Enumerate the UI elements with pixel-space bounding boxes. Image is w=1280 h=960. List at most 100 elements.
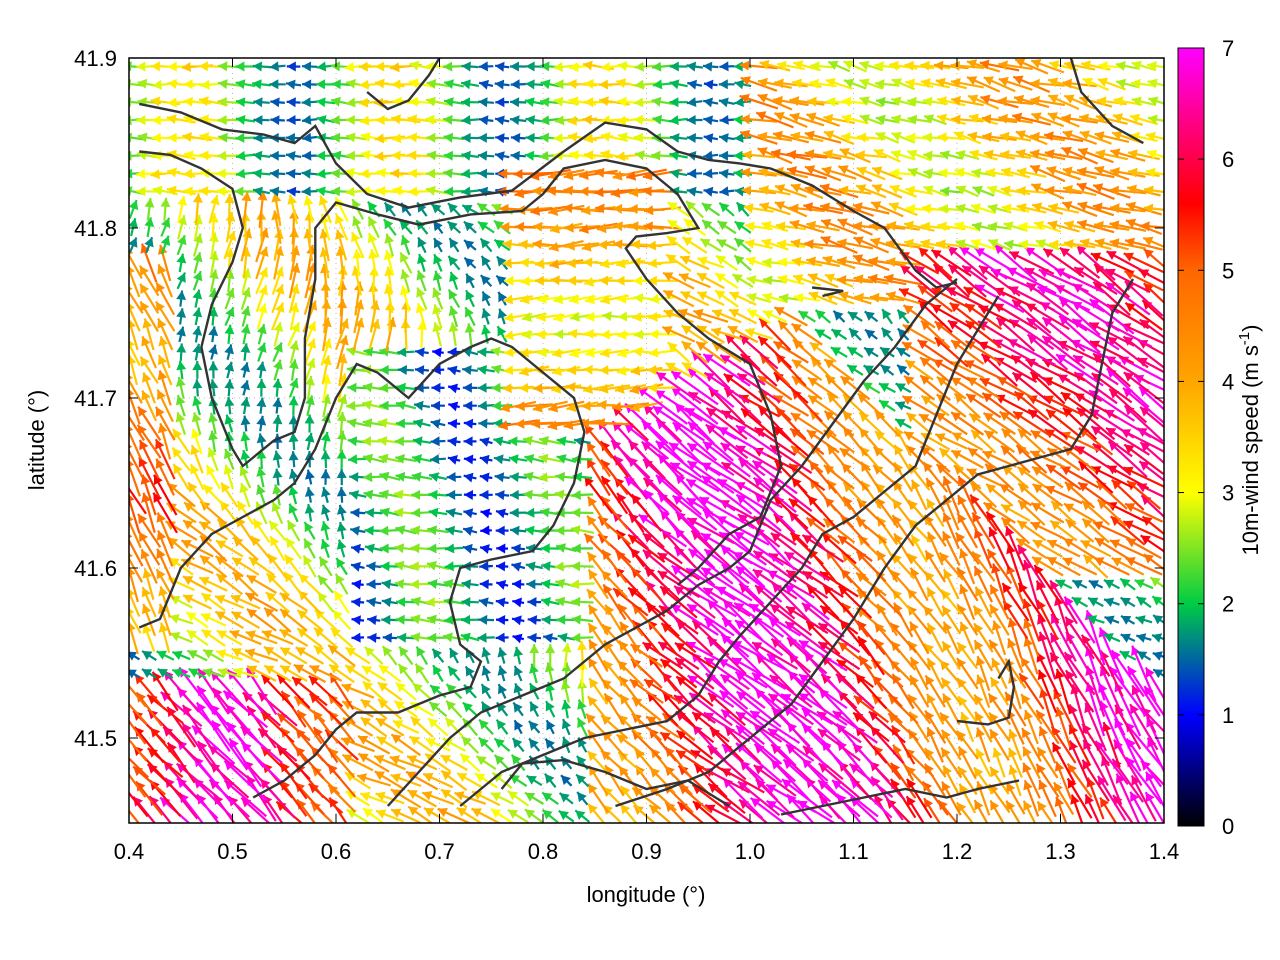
wind-arrow-head: [601, 496, 611, 507]
wind-arrow-head: [617, 329, 627, 340]
wind-arrow-head: [163, 727, 174, 737]
wind-arrow-head: [941, 677, 951, 689]
wind-arrow-head: [703, 587, 714, 597]
wind-arrow-head: [504, 347, 514, 358]
wind-arrow-head: [1007, 638, 1017, 649]
wind-arrow-head: [142, 318, 153, 329]
wind-arrow-head: [1103, 633, 1114, 643]
wind-arrow-head: [1059, 247, 1070, 258]
wind-arrow-head: [336, 487, 347, 497]
wind-arrow-head: [431, 400, 441, 411]
wind-arrow-head: [990, 584, 999, 595]
wind-arrow-head: [183, 186, 193, 197]
wind-arrow-head: [493, 436, 504, 447]
wind-arrow-head: [951, 340, 962, 350]
wind-arrow-head: [1016, 538, 1027, 548]
wind-arrow-head: [972, 185, 983, 196]
wind-arrow-head: [817, 729, 829, 739]
wind-arrow-head: [823, 149, 834, 160]
wind-arrow-head: [321, 317, 332, 328]
wind-arrow-head: [463, 400, 473, 411]
wind-arrow-head: [515, 401, 525, 412]
wind-arrow-head: [563, 170, 574, 181]
wind-arrow-shaft: [1143, 685, 1164, 718]
wind-arrow-head: [904, 238, 914, 249]
wind-arrow-head: [577, 717, 587, 729]
wind-arrow-head: [407, 132, 418, 143]
wind-arrow-head: [426, 168, 435, 179]
wind-arrow-head: [1052, 742, 1062, 753]
wind-arrow-head: [619, 676, 629, 687]
wind-arrow-head: [983, 149, 994, 160]
wind-arrow-head: [510, 525, 520, 536]
wind-arrow-head: [670, 168, 680, 179]
wind-arrow-head: [491, 400, 502, 411]
wind-arrow-head: [823, 465, 835, 475]
wind-arrow-head: [290, 245, 301, 256]
wind-arrow-head: [502, 383, 512, 394]
wind-arrow-head: [687, 604, 698, 614]
wind-arrow-head: [842, 602, 852, 614]
wind-arrow-head: [824, 411, 835, 421]
wind-arrow-head: [413, 400, 424, 411]
wind-arrow-head: [975, 656, 986, 667]
wind-arrow-head: [426, 132, 436, 143]
wind-arrow-head: [490, 346, 501, 357]
wind-arrow-head: [662, 713, 673, 723]
wind-arrow-head: [1139, 461, 1150, 471]
wind-arrow-head: [427, 614, 437, 625]
wind-arrow-head: [736, 691, 747, 702]
wind-arrow-head: [377, 682, 388, 692]
wind-arrow-head: [357, 773, 367, 783]
wind-arrow-head: [493, 454, 504, 465]
wind-arrow-head: [663, 692, 673, 703]
wind-arrow-head: [683, 219, 695, 229]
wind-arrow-head: [1130, 791, 1140, 803]
wind-arrow-head: [734, 221, 745, 231]
wind-arrow-head: [444, 543, 455, 554]
wind-arrow-head: [975, 284, 986, 294]
wind-arrow-head: [496, 561, 506, 572]
wind-arrow-head: [879, 400, 890, 410]
wind-arrow-head: [786, 570, 797, 580]
wind-arrow-head: [354, 318, 365, 328]
wind-arrow-head: [1061, 146, 1072, 157]
wind-arrow-head: [224, 324, 235, 335]
wind-arrow-head: [1136, 596, 1147, 607]
wind-arrow-head: [429, 472, 440, 482]
wind-arrow-head: [585, 311, 595, 322]
wind-arrow-head: [370, 319, 381, 330]
wind-arrow-head: [374, 133, 385, 144]
wind-arrow-head: [703, 186, 714, 197]
wind-arrow-head: [786, 149, 797, 160]
wind-arrow-head: [308, 783, 319, 794]
wind-arrow-head: [1110, 203, 1120, 214]
wind-arrow-shaft: [129, 702, 148, 726]
wind-arrow-head: [736, 712, 747, 722]
wind-arrow-shaft: [848, 763, 894, 798]
wind-arrow-head: [198, 186, 209, 197]
wind-arrow-head: [1029, 149, 1040, 159]
wind-arrow-head: [663, 272, 674, 282]
wind-arrow-head: [430, 685, 441, 695]
wind-arrow-head: [167, 706, 177, 718]
wind-arrow-head: [129, 150, 132, 161]
wind-arrow-head: [754, 427, 765, 437]
wind-arrow-head: [681, 325, 692, 335]
wind-arrow-head: [235, 168, 246, 179]
wind-arrow-head: [156, 650, 167, 660]
wind-arrow-head: [335, 229, 345, 240]
wind-arrow-head: [365, 543, 375, 554]
wind-arrow-head: [581, 241, 592, 252]
wind-arrow-head: [680, 291, 691, 301]
wind-arrow-head: [302, 150, 312, 161]
wind-arrow-head: [224, 760, 235, 771]
wind-arrow-head: [1005, 692, 1015, 703]
wind-arrow-shaft: [974, 247, 1025, 279]
wind-arrow-head: [176, 253, 187, 264]
wind-arrow-head: [247, 665, 258, 675]
wind-arrow-head: [570, 525, 581, 535]
wind-arrow-head: [809, 342, 821, 352]
wind-arrow-head: [367, 632, 377, 643]
wind-arrow-head: [367, 615, 377, 626]
